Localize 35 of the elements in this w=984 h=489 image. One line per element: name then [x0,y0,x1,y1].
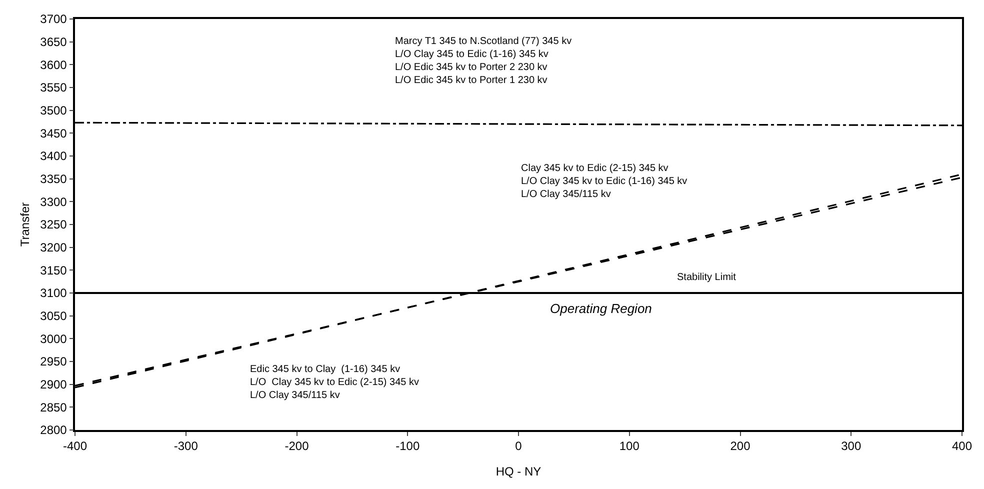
y-tick-label: 2950 [40,354,68,369]
x-tick-label: 200 [730,439,751,454]
x-tick-label: 300 [841,439,862,454]
y-axis-title: Transfer [18,202,32,247]
annotation: Operating Region [550,301,652,316]
annotation: Edic 345 kv to Clay (1-16) 345 kv L/O Clay 345 kv to Edic (2-15) 345 kv L/O Clay 345/115 kv [250,364,419,401]
y-tick-label: 3050 [40,309,68,324]
y-tick-label: 2800 [40,423,68,438]
y-tick-label: 3000 [40,332,68,346]
x-tick-label: -200 [284,439,310,454]
x-tick-label: 400 [952,439,972,454]
ref-line-label: Stability Limit [677,272,736,283]
y-tick-label: 3300 [40,194,68,209]
y-tick-label: 3400 [40,149,68,164]
y-tick-label: 3450 [40,126,68,140]
y-tick-label: 3700 [40,12,68,26]
y-tick-label: 3650 [40,35,68,50]
y-tick-label: 3200 [40,240,68,255]
y-tick-label: 3500 [40,104,68,118]
x-tick-label: -400 [62,439,88,454]
x-axis-title: HQ - NY [496,464,542,479]
y-tick-label: 3150 [40,263,68,278]
y-tick-label: 3350 [40,172,68,186]
annotation: Clay 345 kv to Edic (2-15) 345 kv L/O Clay 345 kv to Edic (1-16) 345 kv L/O Clay 345/115 kv [521,163,688,200]
x-tick-label: -100 [396,439,420,454]
x-tick-label: 100 [619,439,640,454]
x-tick-label: -300 [174,439,198,454]
y-tick-label: 3550 [40,80,68,95]
y-tick-label: 2850 [40,400,68,414]
x-tick-label: 0 [515,439,522,454]
y-tick-label: 3600 [40,58,68,72]
y-tick-label: 2900 [40,378,68,392]
y-tick-label: 3100 [40,286,68,300]
y-tick-label: 3250 [40,218,68,232]
annotation: Marcy T1 345 to N.Scotland (77) 345 kv L/O Clay 345 to Edic (1-16) 345 kv L/O Edic 345 kv to Porter 2 230 kv L/O Edic 345 kv to Porter 1 230 kv [395,36,572,86]
